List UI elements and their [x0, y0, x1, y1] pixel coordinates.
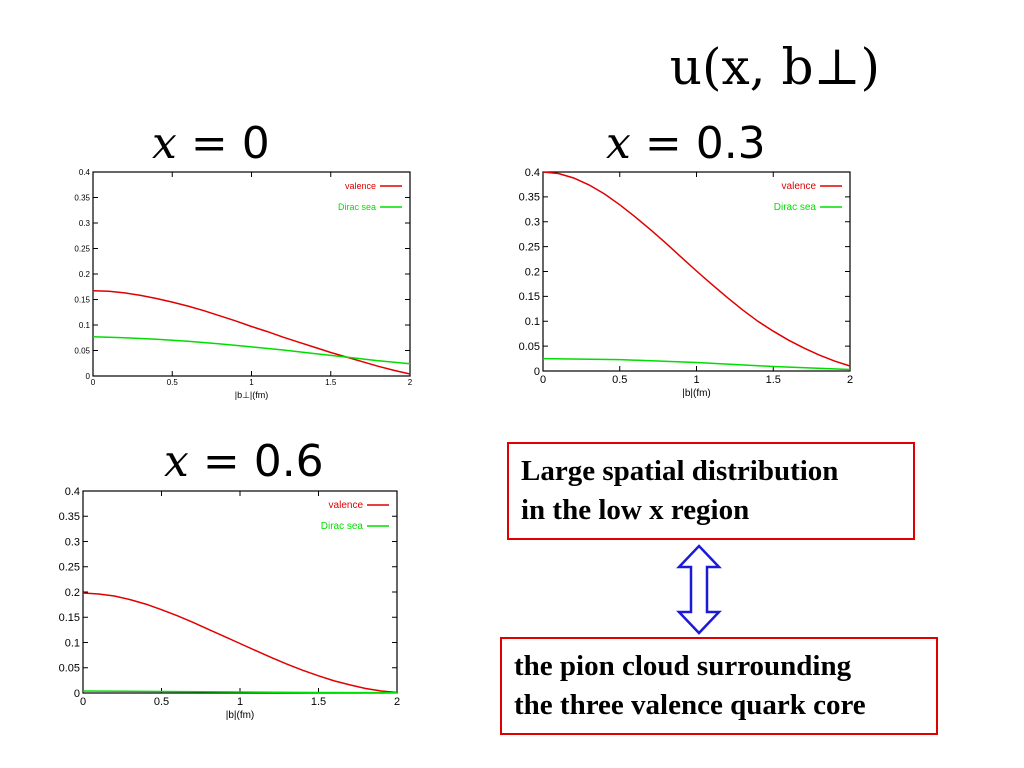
x-tick-label: 1.5 — [766, 374, 781, 386]
chart-2: 0 0.05 0.1 0.15 0.2 0.25 0.3 0.35 0.4 0 0.5 1 1.5 2 |b… — [519, 167, 853, 399]
y-tick-label: 0.35 — [519, 192, 540, 204]
y-tick-label: 0.15 — [74, 295, 90, 304]
x-tick-label: 0.5 — [612, 374, 627, 386]
y-tick-label: 0.25 — [59, 562, 80, 574]
legend-label: Dirac sea — [774, 202, 817, 213]
y-tick-label: 0.1 — [65, 637, 80, 649]
y-tick-label: 0.3 — [65, 536, 80, 548]
legend-label: valence — [345, 181, 376, 191]
y-tick-label: 0.25 — [519, 241, 540, 253]
x-tick-label: 0.5 — [167, 378, 179, 387]
y-tick-label: 0.05 — [74, 346, 90, 355]
double-arrow-shape — [676, 544, 722, 635]
note-box-pion-cloud-line2: the three valence quark core — [514, 689, 866, 721]
x-tick-label: 0 — [540, 374, 546, 386]
y-tick-label: 0.25 — [74, 244, 90, 253]
y-tick-label: 0.05 — [59, 663, 80, 675]
note-box-low-x-line2: in the low x region — [521, 494, 750, 526]
y-tick-label: 0.2 — [65, 587, 80, 599]
panel-title-2-var: x — [606, 118, 631, 169]
legend-label: valence — [329, 500, 364, 511]
legend-label: valence — [782, 181, 817, 192]
y-tick-label: 0.35 — [74, 193, 90, 202]
y-tick-label: 0.4 — [65, 486, 80, 498]
y-tick-label: 0.15 — [519, 291, 540, 303]
y-tick-label: 0.35 — [59, 511, 80, 523]
note-box-pion-cloud: the pion cloud surrounding the three val… — [500, 637, 938, 735]
x-tick-label: 1 — [693, 374, 699, 386]
panel-title-3-var: x — [164, 436, 189, 487]
main-title: u(x, b⊥) — [0, 38, 880, 96]
panel-title-1-val: 0 — [241, 118, 270, 169]
y-tick-label: 0.3 — [525, 217, 540, 229]
panel-title-2: x = 0.3 — [606, 118, 766, 169]
panel-title-2-eq: = — [644, 118, 682, 169]
chart-3: 0 0.05 0.1 0.15 0.2 0.25 0.3 0.35 0.4 0 0.5 1 1.5 2 |b… — [59, 486, 400, 721]
y-tick-label: 0.1 — [525, 316, 540, 328]
series-line-dirac-sea — [82, 690, 398, 694]
y-tick-label: 0.1 — [79, 321, 91, 330]
x-tick-label: 0 — [91, 378, 96, 387]
chart-1: 0 0.05 0.1 0.15 0.2 0.25 0.3 0.35 0.4 0 0.5 1 1.5 2 |b… — [74, 168, 412, 400]
x-axis-label: |b|(fm) — [226, 710, 255, 721]
series-line-valence — [92, 290, 411, 375]
main-title-text: u(x, b⊥) — [669, 38, 880, 96]
x-tick-label: 1 — [237, 696, 243, 708]
series-line-valence — [82, 592, 398, 694]
x-axis-label: |b⊥|(fm) — [235, 390, 269, 400]
y-tick-label: 0.05 — [519, 341, 540, 353]
y-tick-label: 0.3 — [79, 219, 91, 228]
y-tick-label: 0.4 — [525, 167, 540, 179]
x-tick-label: 1.5 — [325, 378, 337, 387]
note-box-pion-cloud-line1: the pion cloud surrounding — [514, 650, 852, 682]
series-line-dirac-sea — [542, 357, 851, 371]
panel-title-3-val: 0.6 — [253, 436, 324, 487]
panel-title-1: x = 0 — [152, 118, 270, 169]
panel-title-2-val: 0.3 — [695, 118, 766, 169]
note-box-low-x: Large spatial distribution in the low x … — [507, 442, 915, 540]
panel-title-1-var: x — [152, 118, 177, 169]
legend-label: Dirac sea — [321, 521, 364, 532]
y-tick-label: 0.2 — [525, 266, 540, 278]
series-line-dirac-sea — [92, 335, 411, 365]
panel-title-1-eq: = — [190, 118, 228, 169]
x-tick-label: 2 — [408, 378, 413, 387]
x-axis-label: |b|(fm) — [682, 388, 711, 399]
y-tick-label: 0.2 — [79, 270, 91, 279]
y-tick-label: 0 — [86, 372, 91, 381]
panel-title-3-eq: = — [202, 436, 240, 487]
note-box-low-x-line1: Large spatial distribution — [521, 455, 839, 487]
x-tick-label: 1.5 — [311, 696, 326, 708]
x-tick-label: 0.5 — [154, 696, 169, 708]
legend-label: Dirac sea — [338, 202, 376, 212]
y-tick-label: 0 — [534, 366, 540, 378]
x-tick-label: 2 — [847, 374, 853, 386]
x-tick-label: 0 — [80, 696, 86, 708]
panel-title-3: x = 0.6 — [164, 436, 324, 487]
x-tick-label: 1 — [249, 378, 254, 387]
y-tick-label: 0.4 — [79, 168, 91, 177]
x-tick-label: 2 — [394, 696, 400, 708]
y-tick-label: 0.15 — [59, 612, 80, 624]
series-line-valence — [542, 171, 851, 367]
y-tick-label: 0 — [74, 688, 80, 700]
